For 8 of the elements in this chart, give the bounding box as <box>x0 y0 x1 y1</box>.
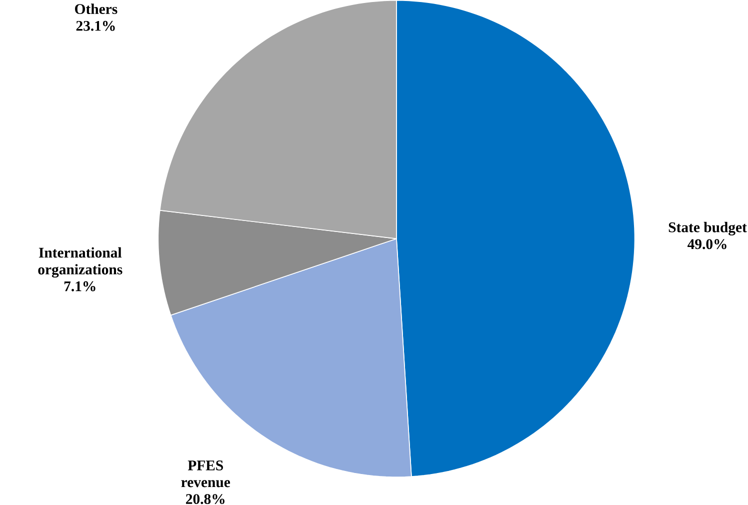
slice-label: Others <box>75 4 118 14</box>
slice-label: State budget <box>668 222 747 236</box>
data-label: 49.0% <box>688 239 726 250</box>
slice-label: International organizations <box>38 247 122 278</box>
data-label: 7.1% <box>64 281 96 292</box>
data-label: 20.8% <box>186 494 224 504</box>
slice-label: PFES revenue <box>181 460 230 488</box>
data-label: 23.1% <box>76 20 115 31</box>
